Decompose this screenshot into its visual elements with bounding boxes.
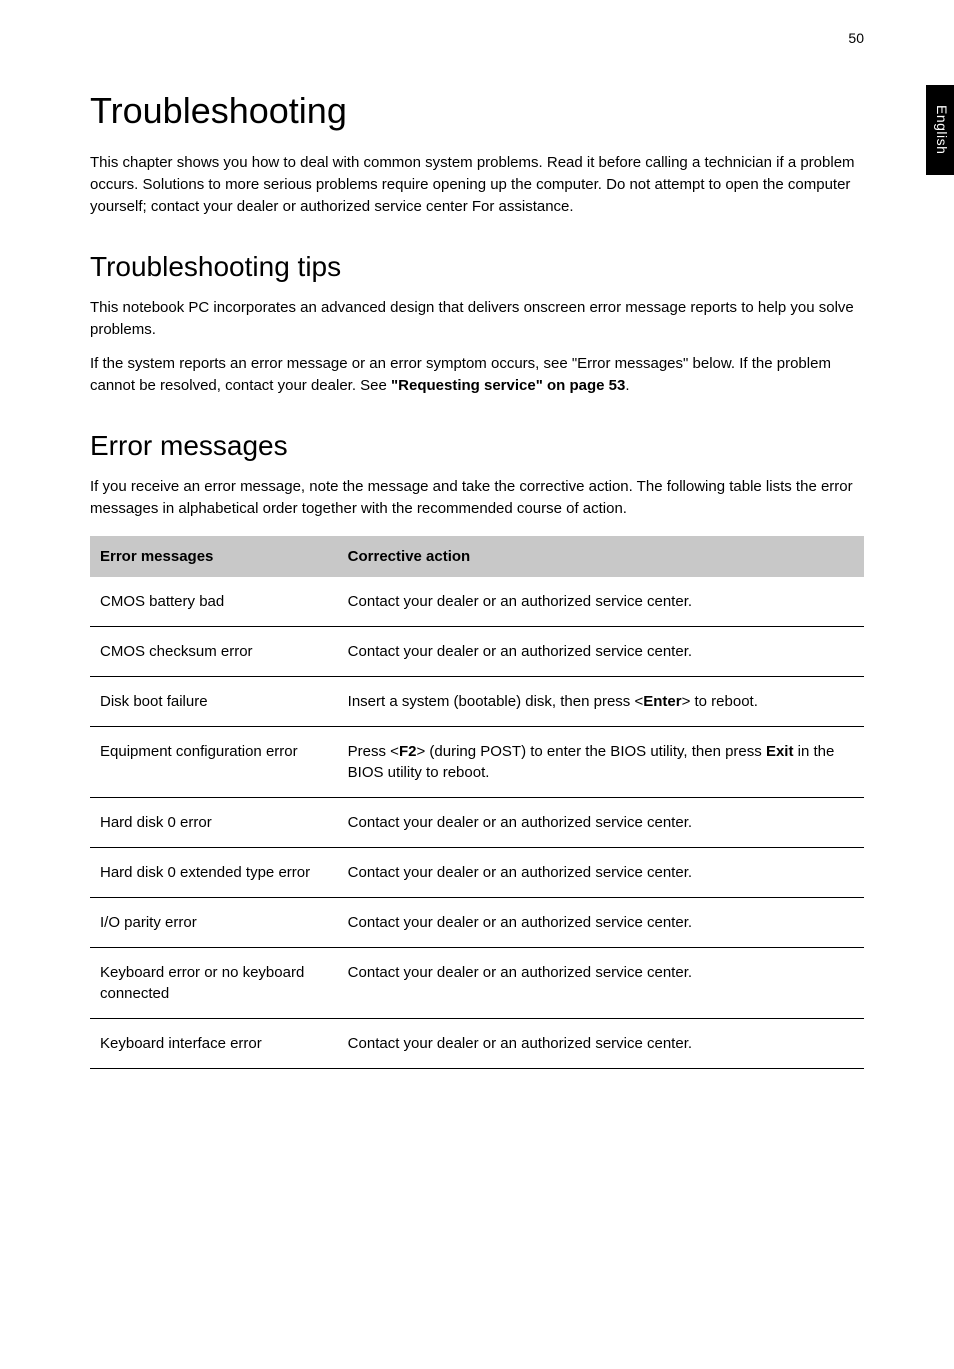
corrective-action-cell: Contact your dealer or an authorized ser… [338, 897, 864, 947]
table-row: Keyboard error or no keyboard connectedC… [90, 947, 864, 1018]
corrective-action-cell: Contact your dealer or an authorized ser… [338, 797, 864, 847]
error-message-cell: I/O parity error [90, 897, 338, 947]
corrective-action-cell: Insert a system (bootable) disk, then pr… [338, 676, 864, 726]
table-header-messages: Error messages [90, 536, 338, 577]
table-row: CMOS checksum errorContact your dealer o… [90, 626, 864, 676]
tips2-post: . [625, 377, 629, 394]
table-row: I/O parity errorContact your dealer or a… [90, 897, 864, 947]
error-message-cell: Hard disk 0 extended type error [90, 847, 338, 897]
language-tab: English [926, 85, 954, 175]
error-message-cell: Equipment configuration error [90, 726, 338, 797]
heading-troubleshooting: Troubleshooting [90, 90, 864, 132]
corrective-action-cell: Contact your dealer or an authorized ser… [338, 847, 864, 897]
corrective-action-cell: Contact your dealer or an authorized ser… [338, 947, 864, 1018]
table-row: Hard disk 0 errorContact your dealer or … [90, 797, 864, 847]
table-row: CMOS battery badContact your dealer or a… [90, 577, 864, 627]
error-message-cell: Keyboard error or no keyboard connected [90, 947, 338, 1018]
corrective-action-cell: Contact your dealer or an authorized ser… [338, 626, 864, 676]
errors-intro-paragraph: If you receive an error message, note th… [90, 476, 864, 520]
heading-tips: Troubleshooting tips [90, 251, 864, 283]
error-message-cell: Keyboard interface error [90, 1018, 338, 1068]
bold-text: Exit [766, 743, 794, 760]
error-message-cell: Disk boot failure [90, 676, 338, 726]
error-message-cell: Hard disk 0 error [90, 797, 338, 847]
table-body: CMOS battery badContact your dealer or a… [90, 577, 864, 1069]
tips-paragraph-2: If the system reports an error message o… [90, 353, 864, 397]
table-row: Equipment configuration errorPress <F2> … [90, 726, 864, 797]
corrective-action-cell: Contact your dealer or an authorized ser… [338, 577, 864, 627]
table-row: Hard disk 0 extended type errorContact y… [90, 847, 864, 897]
intro-paragraph: This chapter shows you how to deal with … [90, 152, 864, 217]
bold-text: Enter [643, 693, 681, 710]
heading-error-messages: Error messages [90, 430, 864, 462]
table-row: Disk boot failureInsert a system (bootab… [90, 676, 864, 726]
error-messages-table: Error messages Corrective action CMOS ba… [90, 536, 864, 1069]
tips2-bold-ref: "Requesting service" on page 53 [391, 377, 625, 394]
table-header-row: Error messages Corrective action [90, 536, 864, 577]
table-header-action: Corrective action [338, 536, 864, 577]
page-content: Troubleshooting This chapter shows you h… [0, 0, 954, 1129]
table-row: Keyboard interface errorContact your dea… [90, 1018, 864, 1068]
bold-text: F2 [399, 743, 417, 760]
corrective-action-cell: Contact your dealer or an authorized ser… [338, 1018, 864, 1068]
error-message-cell: CMOS battery bad [90, 577, 338, 627]
page-number: 50 [848, 30, 864, 46]
corrective-action-cell: Press <F2> (during POST) to enter the BI… [338, 726, 864, 797]
tips-paragraph-1: This notebook PC incorporates an advance… [90, 297, 864, 341]
error-message-cell: CMOS checksum error [90, 626, 338, 676]
